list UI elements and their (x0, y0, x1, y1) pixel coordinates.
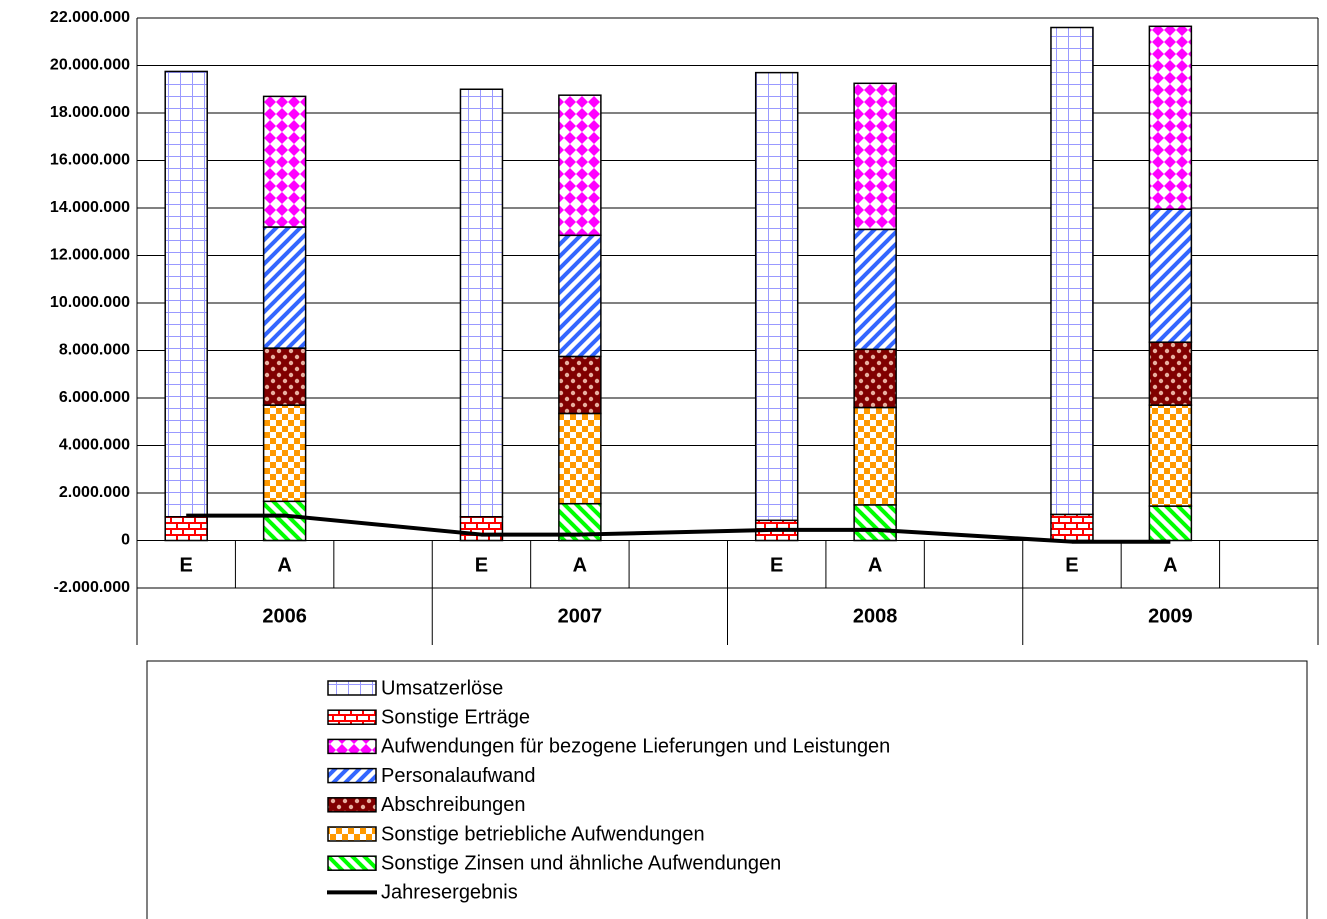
legend-label: Sonstige Erträge (381, 706, 530, 728)
legend-swatch (327, 738, 377, 755)
y-tick-label: 20.000.000 (50, 57, 130, 74)
legend-label: Sonstige betriebliche Aufwendungen (381, 823, 705, 845)
legend-label: Personalaufwand (381, 765, 536, 787)
legend-label: Abschreibungen (381, 794, 526, 816)
y-tick-label: 2.000.000 (59, 484, 130, 501)
bar-segment (558, 234, 602, 358)
group-label: 2008 (853, 605, 898, 627)
legend-label: Umsatzerlöse (381, 677, 503, 699)
legend-swatch (327, 797, 377, 813)
y-tick-label: 10.000.000 (50, 294, 130, 311)
x-tick-label: E (1065, 555, 1078, 577)
line-series (186, 513, 1171, 544)
legend-swatch (327, 826, 377, 842)
bar-segment (1148, 404, 1193, 507)
y-tick-label: 0 (121, 532, 130, 549)
legend-label: Jahresergebnis (381, 882, 518, 904)
y-tick-label: 8.000.000 (59, 342, 130, 359)
bar-segment (853, 504, 897, 542)
bar-segment (558, 412, 602, 505)
bar-segment (1050, 513, 1094, 542)
legend-label: Aufwendungen für bezogene Lieferungen un… (381, 736, 890, 758)
x-tick-label: E (180, 555, 193, 577)
bar-segment (1148, 505, 1193, 542)
legend-swatch (327, 767, 377, 784)
bar-segment (1050, 26, 1094, 516)
x-tick-label: A (868, 555, 882, 577)
legend-swatch (327, 855, 377, 871)
y-tick-label: 22.000.000 (50, 9, 130, 26)
bar-segment (459, 516, 504, 542)
y-tick-label: 12.000.000 (50, 247, 130, 264)
bar-segment (1148, 25, 1193, 210)
bar-segment (1148, 341, 1193, 406)
bar-segment (262, 347, 307, 406)
y-tick-label: 18.000.000 (50, 104, 130, 121)
bar-segment (262, 404, 307, 503)
bar-segment (558, 94, 602, 237)
bar-segment (853, 82, 897, 231)
x-tick-label: A (573, 555, 587, 577)
legend-swatch (327, 680, 377, 696)
legend-label: Sonstige Zinsen und ähnliche Aufwendunge… (381, 852, 781, 874)
x-tick-label: A (277, 555, 291, 577)
bar-segment (262, 95, 307, 228)
legend-swatch (327, 709, 377, 725)
group-label: 2009 (1148, 605, 1193, 627)
bar-segment (558, 355, 602, 415)
bar-segment (459, 88, 504, 518)
group-label: 2006 (262, 605, 307, 627)
bar-segment (754, 71, 799, 522)
bar-segment (1148, 208, 1193, 343)
group-label: 2007 (558, 605, 603, 627)
bar-segment (164, 516, 208, 542)
bar-segment (262, 226, 307, 349)
legend-box (146, 660, 1308, 919)
y-tick-label: 16.000.000 (50, 152, 130, 169)
x-tick-label: A (1163, 555, 1177, 577)
bar-segment (853, 348, 897, 409)
x-tick-label: E (770, 555, 783, 577)
y-tick-label: 4.000.000 (59, 437, 130, 454)
bar-segment (853, 406, 897, 506)
bar-segment (853, 228, 897, 351)
y-tick-label: 14.000.000 (50, 199, 130, 216)
y-tick-label: -2.000.000 (53, 579, 130, 596)
bar-segment (262, 500, 307, 542)
y-tick-label: 6.000.000 (59, 389, 130, 406)
x-tick-label: E (475, 555, 488, 577)
bar-segment (164, 70, 208, 518)
